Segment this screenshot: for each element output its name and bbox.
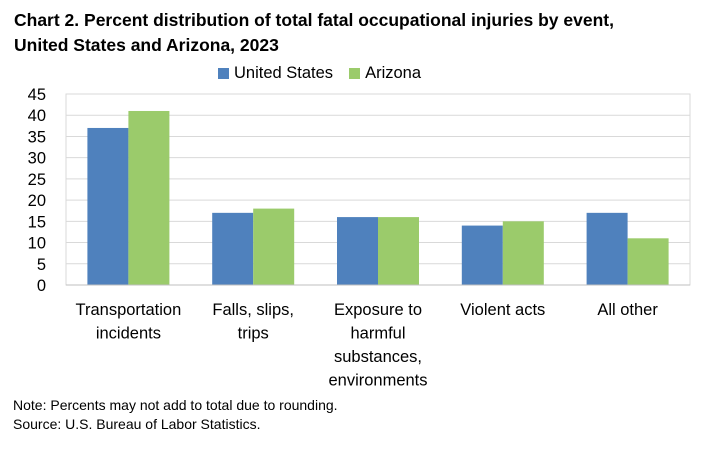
y-tick-label-15: 15 xyxy=(28,213,46,231)
y-tick-label-0: 0 xyxy=(37,277,46,295)
bar-united-states-0 xyxy=(87,127,129,285)
x-tick-label-3: Violent acts xyxy=(460,301,545,319)
bar-united-states-1 xyxy=(212,212,254,285)
bar-arizona-4 xyxy=(627,238,669,285)
chart-notes: Note: Percents may not add to total due … xyxy=(13,396,338,434)
bar-arizona-3 xyxy=(502,221,544,285)
legend-swatch-united-states xyxy=(218,68,229,79)
bar-united-states-3 xyxy=(461,225,503,285)
legend-label-arizona: Arizona xyxy=(365,64,422,82)
x-tick-label-4: All other xyxy=(597,301,658,319)
x-tick-label-2: Exposure to harmful substances, environment… xyxy=(328,301,427,390)
y-tick-label-20: 20 xyxy=(28,192,46,210)
chart-legend: United States Arizona xyxy=(218,64,437,83)
note-text: Note: Percents may not add to total due … xyxy=(13,397,338,413)
y-tick-label-35: 35 xyxy=(28,128,46,146)
y-tick-label-40: 40 xyxy=(28,107,46,125)
bar-arizona-1 xyxy=(253,208,295,285)
bar-united-states-2 xyxy=(337,217,378,285)
legend-label-united-states: United States xyxy=(234,64,334,82)
x-tick-label-1: Falls, slips, trips xyxy=(212,301,294,343)
x-tick-label-0: Transportation incidents xyxy=(76,301,182,343)
bar-united-states-4 xyxy=(586,212,628,285)
legend-item-united-states: United States xyxy=(218,64,333,83)
y-tick-label-10: 10 xyxy=(28,235,46,253)
legend-swatch-arizona xyxy=(349,68,361,79)
legend-item-arizona: Arizona xyxy=(349,64,421,83)
chart-title: Chart 2. Percent distribution of total f… xyxy=(14,8,704,58)
source-text: Source: U.S. Bureau of Labor Statistics. xyxy=(13,416,261,432)
chart-title-line-2: United States and Arizona, 2023 xyxy=(14,35,279,55)
y-tick-label-25: 25 xyxy=(28,171,46,189)
bar-arizona-0 xyxy=(128,110,170,285)
y-tick-label-30: 30 xyxy=(28,150,46,168)
bar-arizona-2 xyxy=(378,217,419,285)
y-tick-label-5: 5 xyxy=(37,256,46,274)
chart-title-line-1: Chart 2. Percent distribution of total f… xyxy=(14,10,614,30)
y-tick-label-45: 45 xyxy=(28,86,46,104)
